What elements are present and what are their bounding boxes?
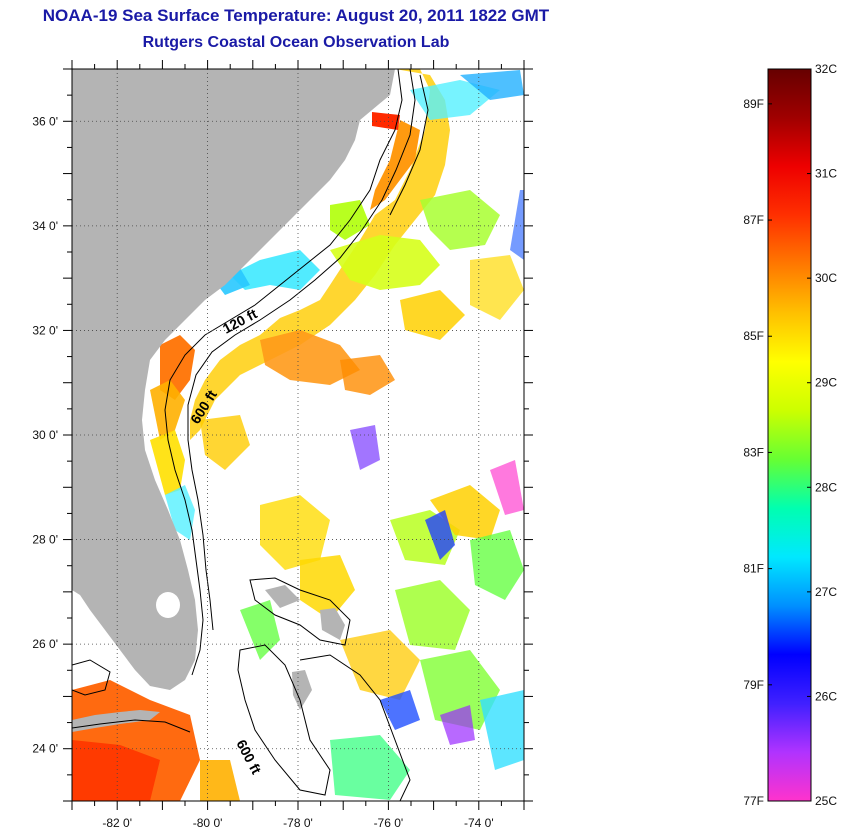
colorbar-f-label: 87F xyxy=(743,213,764,227)
colorbar-labels: 32C 31C 30C 29C 28C 27C 26C 25C 89F 87F 85F 83F 81F 7… xyxy=(743,62,837,808)
lat-tick-label: 26 0' xyxy=(32,637,58,651)
colorbar-c-label: 27C xyxy=(815,585,837,599)
lat-tick-label: 24 0' xyxy=(32,742,58,756)
lat-tick-label: 36 0' xyxy=(32,114,58,128)
colorbar-f-label: 89F xyxy=(743,97,764,111)
lon-tick-label: -74 0' xyxy=(464,816,494,830)
map-title: NOAA-19 Sea Surface Temperature: August … xyxy=(42,6,550,25)
map-axis-ticks xyxy=(63,60,533,810)
colorbar-f-label: 85F xyxy=(743,329,764,343)
lon-tick-label: -76 0' xyxy=(374,816,404,830)
map-subtitle: Rutgers Coastal Ocean Observation Lab xyxy=(142,34,450,51)
graticule xyxy=(72,69,524,801)
colorbar xyxy=(767,68,812,802)
lat-tick-label: 30 0' xyxy=(32,428,58,442)
colorbar-f-label: 83F xyxy=(743,445,764,459)
colorbar-c-label: 25C xyxy=(815,794,837,808)
land-mass xyxy=(72,69,395,732)
depth-contours xyxy=(72,69,429,801)
colorbar-c-label: 30C xyxy=(815,271,837,285)
map-axis-labels: 36 0' 34 0' 32 0' 30 0' 28 0' 26 0' 24 0' -82 0… xyxy=(32,114,493,830)
lon-tick-label: -80 0' xyxy=(193,816,223,830)
lat-tick-label: 32 0' xyxy=(32,323,58,337)
lon-tick-label: -78 0' xyxy=(283,816,313,830)
map-area[interactable]: 120 ft 600 ft 600 ft xyxy=(72,69,524,801)
colorbar-c-label: 26C xyxy=(815,689,837,703)
colorbar-c-label: 31C xyxy=(815,167,837,181)
lat-tick-label: 28 0' xyxy=(32,533,58,547)
lon-tick-label: -82 0' xyxy=(102,816,132,830)
colorbar-c-label: 32C xyxy=(815,62,837,76)
colorbar-f-label: 77F xyxy=(743,794,764,808)
lat-tick-label: 34 0' xyxy=(32,219,58,233)
colorbar-c-label: 28C xyxy=(815,480,837,494)
colorbar-f-label: 81F xyxy=(743,562,764,576)
colorbar-c-label: 29C xyxy=(815,376,837,390)
colorbar-f-label: 79F xyxy=(743,678,764,692)
colorbar-ticks xyxy=(768,68,811,802)
